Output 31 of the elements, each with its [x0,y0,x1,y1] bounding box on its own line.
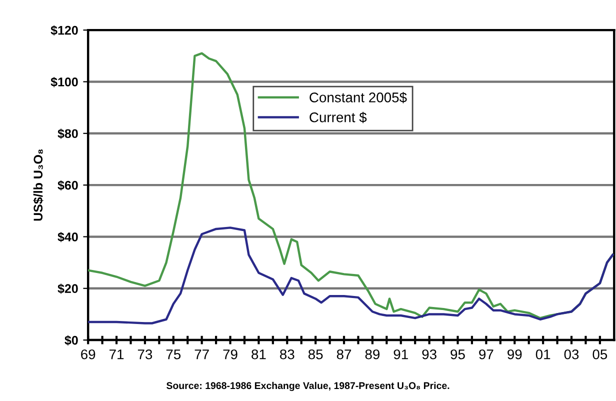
x-tick-label: 03 [564,349,579,360]
x-tick-label: 01 [536,349,550,360]
y-tick-label: $40 [58,232,78,242]
x-tick-label: 79 [223,349,238,360]
y-tick-label: $0 [64,335,78,346]
x-tick-label: 83 [280,349,294,360]
x-tick-label: 69 [81,349,96,360]
y-tick-label: $120 [50,25,78,36]
x-tick-label: 99 [508,349,522,360]
x-tick-label: 87 [336,349,352,360]
x-tick-label: 93 [422,349,436,360]
x-tick-label: 77 [194,350,209,360]
y-tick-label: $20 [58,284,78,294]
legend-label: Current $ [310,112,367,124]
x-tick-label: 75 [166,350,181,360]
x-tick-label: 71 [110,350,124,360]
x-tick-label: 85 [308,349,323,360]
y-tick-label: $100 [50,76,78,88]
line-series [88,226,614,324]
x-tick-label: 81 [252,349,266,360]
x-tick-label: 05 [592,349,608,360]
x-tick-label: 95 [450,349,465,360]
x-tick-label: 73 [138,349,152,360]
x-tick-label: 89 [365,349,380,360]
y-tick-label: $80 [58,128,78,139]
source-note: Source: 1968-1986 Exchange Value, 1987-Present U₃O₈ Price. [166,382,450,392]
y-axis-title: US$/lb U₃O₈ [33,149,44,221]
legend-label: Constant 2005$ [310,92,407,104]
x-tick-label: 97 [479,349,494,360]
y-tick-label: $60 [58,180,78,191]
x-tick-label: 91 [394,349,408,360]
